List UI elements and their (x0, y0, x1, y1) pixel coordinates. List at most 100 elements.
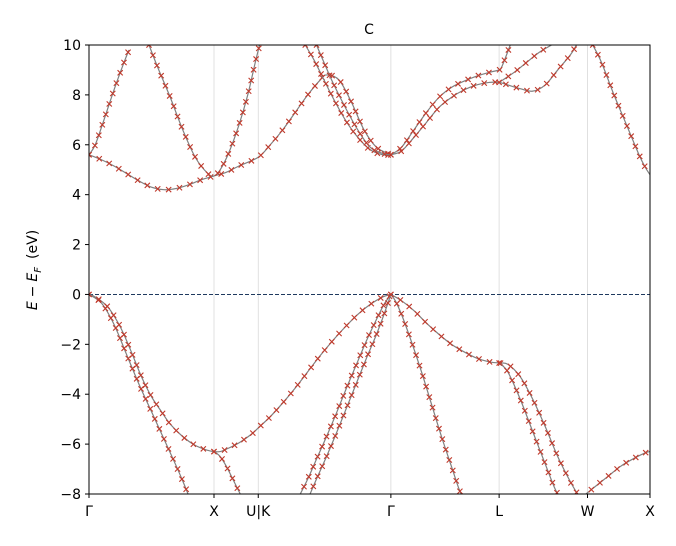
band-marker (356, 371, 363, 378)
band-marker (110, 312, 117, 319)
band-marker (336, 422, 343, 429)
band-marker (343, 119, 350, 126)
band-marker (437, 93, 444, 100)
y-axis-label: E−EF(eV) (25, 230, 44, 310)
band-marker (305, 473, 312, 480)
band-marker (298, 100, 305, 107)
band-line-5 (390, 294, 462, 494)
band-marker (306, 493, 312, 494)
band-marker (596, 479, 603, 486)
band-marker (159, 410, 166, 417)
band-marker (353, 362, 360, 369)
band-marker (313, 61, 320, 68)
band-marker (113, 80, 120, 87)
band-marker (344, 382, 351, 389)
y-tick-label: −2 (60, 337, 81, 353)
band-marker (352, 108, 359, 115)
band-marker (137, 372, 144, 379)
band-marker (540, 419, 547, 426)
band-marker (496, 79, 503, 86)
band-marker (402, 321, 409, 328)
band-marker (460, 87, 467, 94)
band-marker (449, 467, 456, 474)
band-marker (486, 358, 493, 365)
band-marker (183, 486, 190, 493)
band-marker (543, 80, 550, 87)
band-marker (174, 113, 181, 120)
band-marker (541, 459, 548, 466)
band-marker (187, 144, 194, 151)
band-marker (359, 307, 366, 314)
band-marker (142, 382, 149, 389)
band-marker (439, 436, 446, 443)
band-marker (331, 82, 338, 89)
band-marker (430, 326, 437, 333)
band-marker (239, 109, 246, 116)
band-line-0 (89, 293, 189, 494)
band-marker (588, 486, 595, 493)
chart-title: C (364, 22, 374, 38)
band-marker (344, 402, 351, 409)
band-marker (279, 127, 286, 134)
band-marker (294, 381, 301, 388)
y-axis: −8 −6 −4 −2 0 2 4 6 8 10 (60, 38, 89, 503)
x-tick-label: Γ (85, 504, 93, 520)
band-marker (336, 403, 343, 410)
band-marker (319, 463, 326, 470)
band-marker (170, 103, 177, 110)
band-marker (340, 412, 347, 419)
band-marker (311, 82, 318, 89)
band-marker (336, 92, 342, 99)
band-marker (228, 166, 235, 173)
band-marker (323, 433, 330, 440)
band-marker (255, 45, 262, 52)
band-marker (332, 432, 339, 439)
band-marker (147, 391, 154, 398)
band-marker (436, 425, 442, 432)
band-marker (280, 398, 287, 405)
band-marker (197, 177, 204, 184)
band-marker (234, 485, 241, 492)
band-marker (249, 430, 256, 437)
band-marker (236, 119, 243, 126)
band-marker (190, 441, 197, 448)
band-marker (225, 150, 232, 157)
band-marker (589, 45, 596, 48)
band-marker (455, 80, 462, 87)
band-marker (198, 162, 205, 169)
band-marker (406, 303, 413, 310)
band-marker (368, 300, 375, 307)
band-marker (534, 86, 541, 93)
band-marker (229, 475, 236, 482)
band-marker (322, 62, 329, 69)
band-marker (106, 100, 113, 107)
band-marker (514, 66, 521, 73)
y-axis-label-e: E (25, 301, 41, 310)
band-marker (250, 66, 257, 73)
band-marker (156, 425, 163, 432)
y-tick-label: 2 (72, 238, 81, 254)
y-tick-label: −4 (60, 387, 81, 403)
bands (89, 45, 650, 494)
band-marker (611, 92, 618, 99)
band-marker (186, 181, 193, 188)
band-marker (181, 434, 188, 441)
y-axis-label-unit: (eV) (25, 230, 41, 259)
band-marker (287, 390, 294, 397)
band-marker (357, 130, 364, 137)
band-marker (369, 341, 376, 348)
band-marker (265, 415, 272, 422)
band-marker (614, 465, 621, 472)
band-line-11 (148, 45, 261, 177)
band-marker (305, 91, 312, 98)
band-marker (242, 98, 249, 105)
band-marker (557, 63, 564, 70)
band-marker (337, 79, 344, 86)
band-marker (332, 100, 339, 107)
y-tick-label: 10 (63, 38, 81, 54)
band-marker (513, 387, 520, 394)
band-marker (529, 428, 536, 435)
band-line-2 (213, 451, 241, 494)
y-tick-label: 8 (72, 88, 81, 104)
band-marker (380, 302, 387, 309)
